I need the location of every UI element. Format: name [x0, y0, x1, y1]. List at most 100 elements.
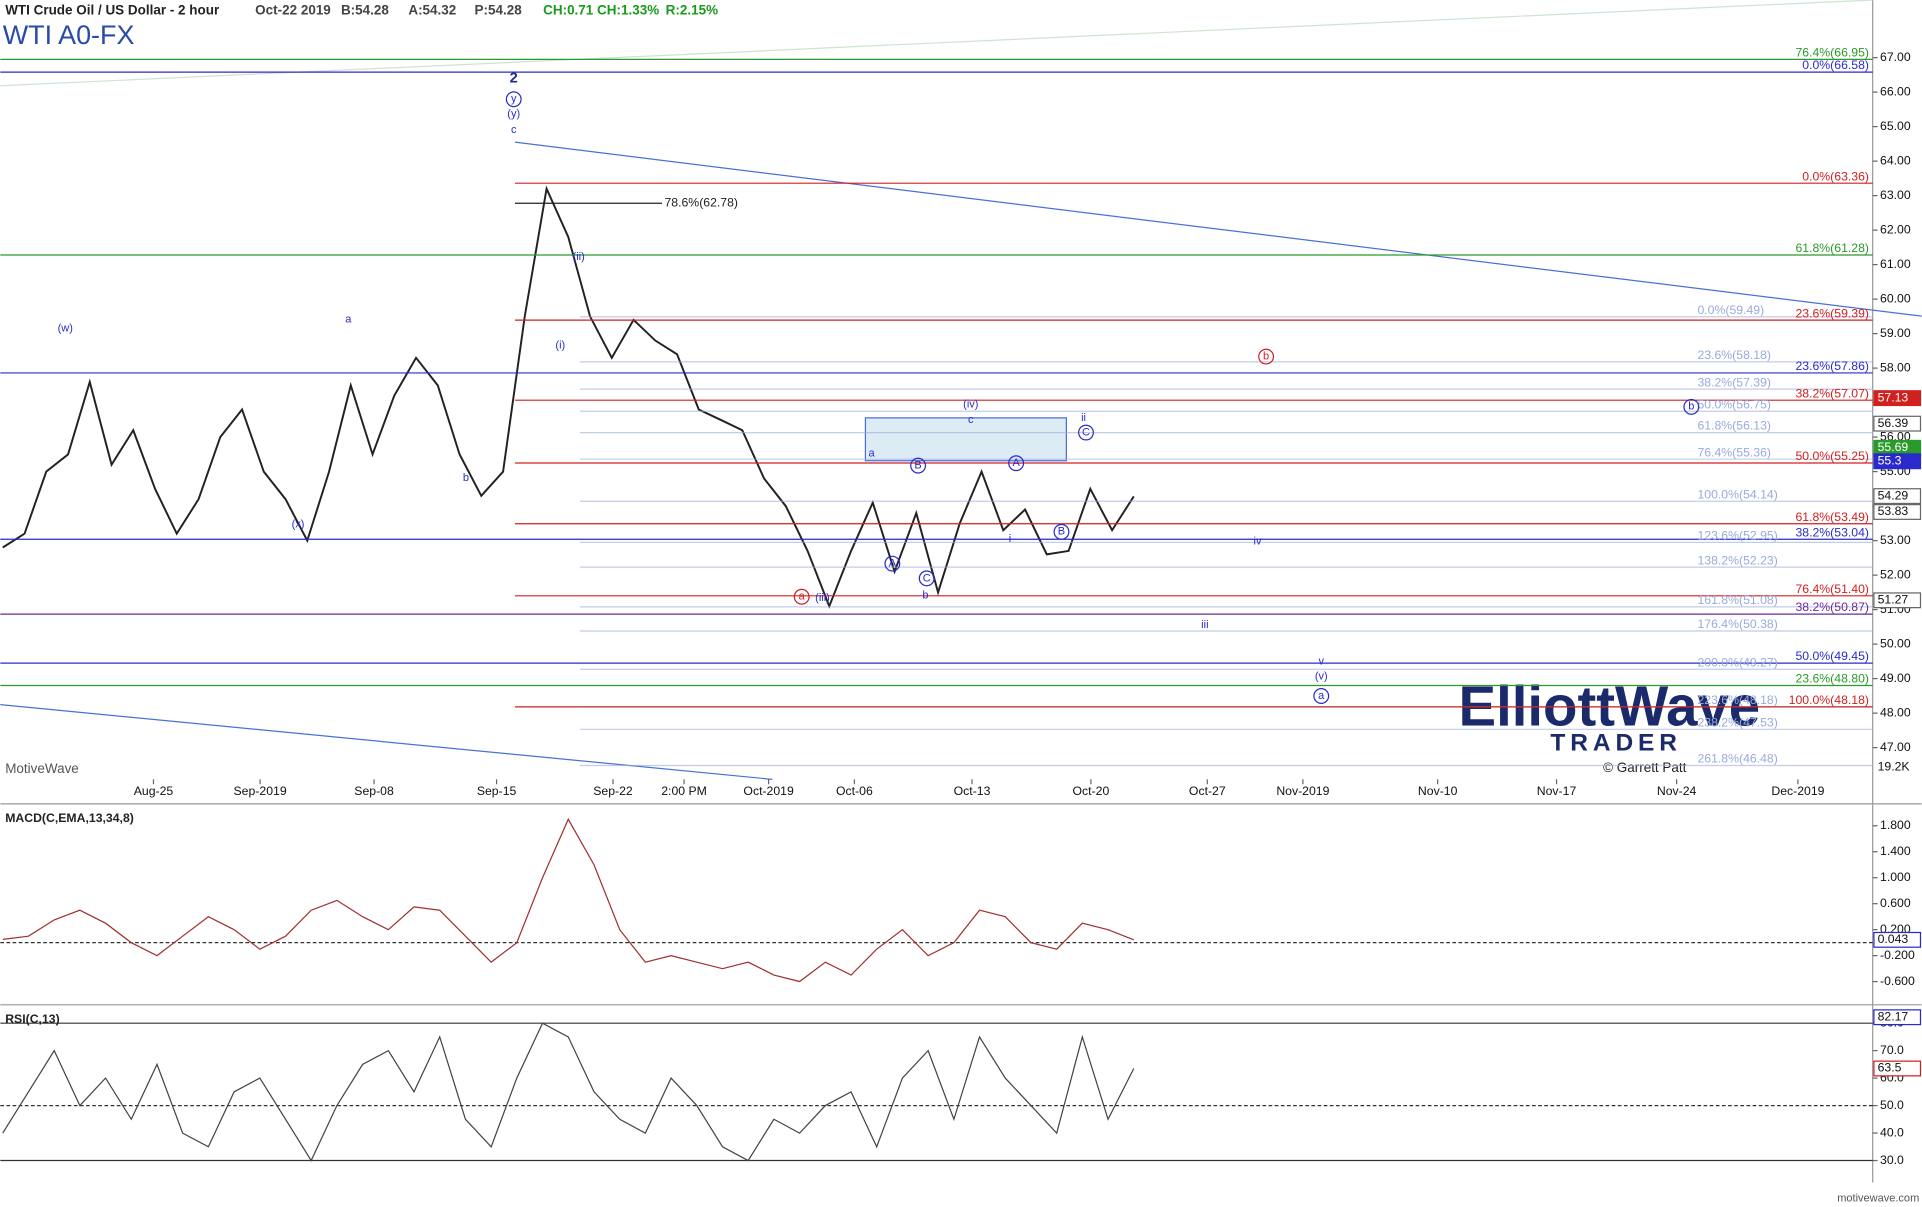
series-line — [2, 1022, 1135, 1162]
y-tick-label: -0.600 — [1880, 974, 1915, 988]
wave-label: (i) — [555, 339, 565, 351]
value-badge-label: 82.17 — [1878, 1009, 1909, 1023]
header-item: B:54.28 — [341, 3, 389, 18]
x-tick-label: Sep-22 — [593, 784, 633, 798]
y-tick-label: 48.00 — [1880, 705, 1911, 719]
header-item: Oct-22 2019 — [255, 3, 331, 18]
x-tick-label: Nov-2019 — [1276, 784, 1329, 798]
trend-line — [0, 703, 773, 780]
wave-label: B — [914, 460, 921, 472]
wave-circle — [884, 555, 901, 572]
header-item: CH:0.71 — [543, 3, 594, 18]
fib-label: 100.0%(54.14) — [1697, 487, 1777, 501]
y-tick-label: 1.400 — [1880, 844, 1911, 858]
fib-label: 78.6%(62.78) — [664, 195, 738, 209]
fib-label: 0.0%(63.36) — [1802, 169, 1869, 183]
wave-label: iii — [1201, 619, 1208, 631]
y-tick-label: 65.00 — [1880, 119, 1911, 133]
wave-circle — [1683, 398, 1700, 415]
x-tick-label: Aug-25 — [134, 784, 174, 798]
wave-label: A — [889, 558, 897, 570]
fib-label: 23.6%(48.80) — [1795, 672, 1869, 686]
header-item: A:54.32 — [408, 3, 456, 18]
fib-label: 0.0%(66.58) — [1802, 58, 1869, 72]
y-tick-label: 64.00 — [1880, 153, 1911, 167]
price-badge — [1873, 488, 1922, 505]
x-tick-label: Nov-10 — [1418, 784, 1458, 798]
wave-label: a — [868, 447, 875, 459]
wave-label: a — [345, 314, 352, 326]
wave-label: b — [922, 589, 928, 601]
x-tick-label: Sep-15 — [477, 784, 517, 798]
y-tick-label: 53.00 — [1880, 533, 1911, 547]
wave-label: A — [1012, 457, 1020, 469]
wave-label: iv — [1254, 536, 1262, 548]
fib-label: 238.2%(47.53) — [1697, 715, 1777, 729]
y-tick-label: 63.00 — [1880, 188, 1911, 202]
wave-label: (y) — [507, 108, 520, 120]
wave-circle — [505, 91, 522, 108]
wave-label: c — [968, 414, 974, 426]
y-tick-label: 1.000 — [1880, 870, 1911, 884]
volume-label: 19.2K — [1878, 759, 1911, 773]
wave-label: a — [1318, 690, 1325, 702]
fib-label: 123.6%(52.95) — [1697, 528, 1777, 542]
logo-sub: TRADER — [1550, 729, 1682, 756]
fib-label: 50.0%(55.25) — [1795, 449, 1869, 463]
wave-circle — [1053, 523, 1070, 540]
platform-watermark: MotiveWave — [5, 761, 79, 776]
header-item: CH:1.33% — [597, 3, 659, 18]
price-badge — [1873, 592, 1922, 609]
y-tick-label: 40.0 — [1880, 1125, 1904, 1139]
wave-label: a — [799, 591, 806, 603]
channel-line — [0, 0, 1873, 87]
price-badge-label: 55.3 — [1878, 453, 1902, 467]
wave-label: i — [1009, 533, 1011, 545]
value-badge — [1873, 1009, 1922, 1026]
x-tick-label: Sep-08 — [354, 784, 394, 798]
wave-label: C — [923, 572, 931, 584]
header-item: R:2.15% — [666, 3, 718, 18]
y-tick-label: 66.00 — [1880, 84, 1911, 98]
wave-circle — [1258, 348, 1275, 365]
wave-label: ii — [1081, 412, 1086, 424]
fib-label: 100.0%(48.18) — [1789, 693, 1869, 707]
fib-label: 23.6%(59.39) — [1795, 306, 1869, 320]
wave-label: B — [1058, 526, 1065, 538]
x-tick-label: Dec-2019 — [1771, 784, 1824, 798]
wave-circle — [1313, 688, 1330, 704]
x-tick-label: Nov-17 — [1537, 784, 1577, 798]
fib-label: 176.4%(50.38) — [1697, 617, 1777, 631]
x-tick-label: Sep-2019 — [234, 784, 287, 798]
wave-label: v — [1319, 656, 1325, 668]
y-tick-label: 1.800 — [1880, 818, 1911, 832]
price-badge — [1873, 504, 1922, 520]
value-badge-label: 0.043 — [1878, 932, 1909, 946]
y-tick-label: 60.00 — [1880, 291, 1911, 305]
x-tick-label: 2:00 PM — [661, 784, 707, 798]
price-badge-label: 57.13 — [1878, 390, 1909, 404]
wave-label: (v) — [1315, 670, 1328, 682]
wave-circle — [793, 588, 810, 605]
wave-label: (x) — [292, 518, 305, 530]
y-tick-label: 59.00 — [1880, 326, 1911, 340]
x-tick-label: Oct-27 — [1189, 784, 1226, 798]
wave-circle — [918, 570, 935, 587]
y-tick-label: 52.00 — [1880, 567, 1911, 581]
fib-label: 200.0%(49.27) — [1697, 655, 1777, 669]
wave-label: b — [1263, 350, 1269, 362]
header-item: P:54.28 — [475, 3, 523, 18]
footer: motivewave.com — [1837, 1192, 1919, 1204]
y-tick-label: 50.00 — [1880, 636, 1911, 650]
y-tick-label: 49.00 — [1880, 671, 1911, 685]
price-badge-label: 53.83 — [1878, 504, 1909, 518]
price-badge — [1873, 453, 1922, 470]
fib-label: 161.8%(51.08) — [1697, 593, 1777, 607]
y-tick-label: 62.00 — [1880, 222, 1911, 236]
fib-label: 50.0%(49.45) — [1795, 649, 1869, 663]
y-tick-label: 58.00 — [1880, 360, 1911, 374]
wave-label: (w) — [58, 322, 73, 334]
wave-circle — [1008, 455, 1025, 472]
